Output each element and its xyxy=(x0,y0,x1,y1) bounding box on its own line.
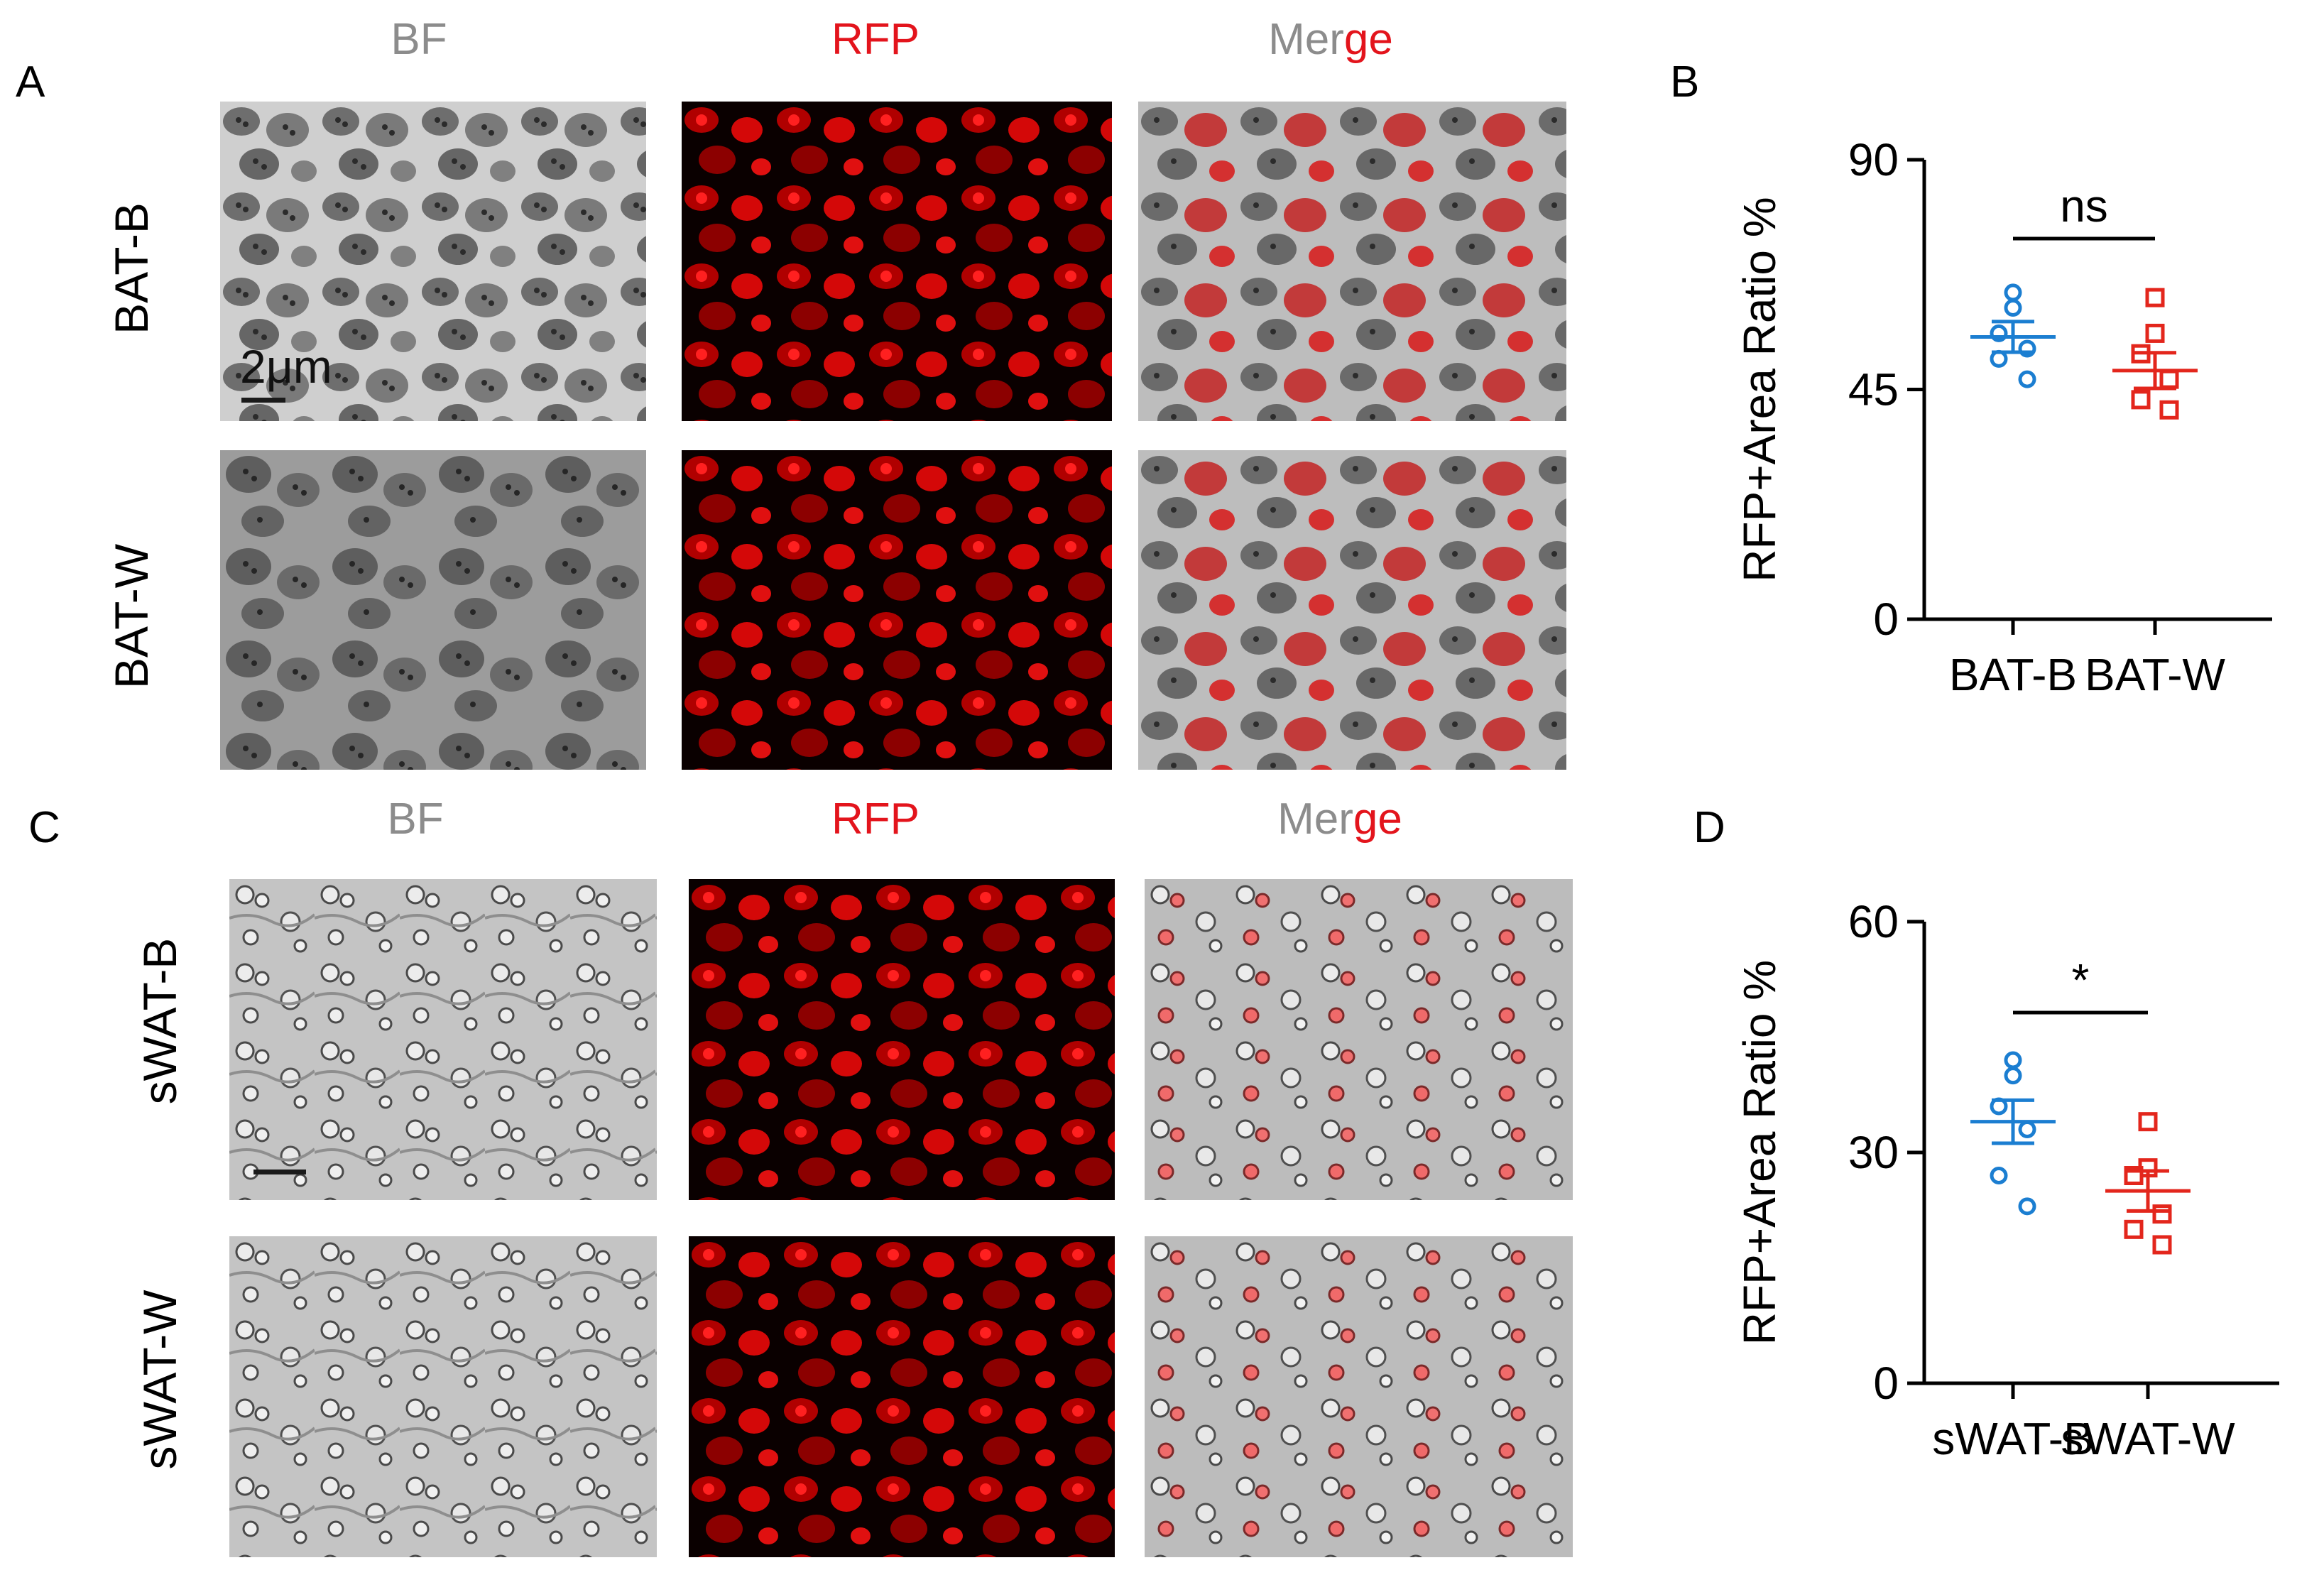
significance-label: * xyxy=(2072,954,2090,1005)
col-title-rfp-c: RFP xyxy=(831,795,920,844)
merge-title-red: ge xyxy=(1343,15,1393,64)
row-label-bat-w: BAT-W xyxy=(105,543,158,689)
micrograph-swat-w-rfp xyxy=(689,1236,1115,1557)
col-title-rfp-a: RFP xyxy=(831,15,920,64)
y-tick-label: 45 xyxy=(1848,364,1899,415)
data-point xyxy=(2004,283,2022,302)
micrograph-swat-b-merge xyxy=(1145,879,1573,1200)
micrograph-bat-w-bf xyxy=(220,450,646,770)
x-tick-label: BAT-B xyxy=(1949,649,2077,700)
y-axis-label: RFP+Area Ratio % xyxy=(1734,197,1785,582)
significance-label: ns xyxy=(2060,180,2108,231)
row-label-bat-b: BAT-B xyxy=(105,202,158,334)
y-tick-label: 30 xyxy=(1848,1127,1899,1178)
micrograph-swat-b-rfp xyxy=(689,879,1115,1200)
data-point xyxy=(2152,1235,2172,1255)
micrograph-bat-b-merge xyxy=(1138,102,1566,421)
merge-title-gray: Mer xyxy=(1277,795,1353,844)
row-label-swat-b: sWAT-B xyxy=(133,937,186,1105)
data-point xyxy=(2004,298,2022,317)
chart-b: RFP+Area Ratio % 0 45 90 BAT-B BAT-W ns xyxy=(1734,134,2272,700)
micrograph-bat-b-bf xyxy=(220,102,646,421)
col-title-bf-a: BF xyxy=(391,15,447,64)
y-tick-label: 0 xyxy=(1873,1358,1899,1409)
col-title-merge-a: Merge xyxy=(1132,14,1529,65)
col-title-merge-c: Merge xyxy=(1141,794,1539,844)
micrograph-bat-w-merge xyxy=(1138,450,1566,770)
data-point xyxy=(1990,1167,2008,1184)
micrograph-bat-b-rfp xyxy=(682,102,1112,421)
row-label-swat-w: sWAT-W xyxy=(133,1290,186,1470)
y-tick-label: 60 xyxy=(1848,896,1899,947)
data-point xyxy=(2138,1112,2158,1132)
micrograph-swat-w-bf xyxy=(229,1236,657,1557)
data-point xyxy=(2018,1197,2036,1216)
scale-bar-label: 2μm xyxy=(240,340,332,393)
y-axis-label: RFP+Area Ratio % xyxy=(1734,960,1785,1345)
merge-title-gray: Mer xyxy=(1268,15,1344,64)
col-title-bf-c: BF xyxy=(387,795,444,844)
y-tick-label: 90 xyxy=(1848,134,1899,185)
micrograph-swat-b-bf xyxy=(229,879,657,1200)
data-point xyxy=(2124,1219,2144,1239)
data-point xyxy=(2159,369,2179,389)
data-point xyxy=(2018,1121,2036,1138)
micrograph-bat-w-rfp xyxy=(682,450,1112,770)
data-point xyxy=(2145,323,2165,343)
x-tick-label: sWAT-W xyxy=(2061,1413,2235,1464)
data-point xyxy=(2145,288,2165,307)
data-point xyxy=(2004,1067,2022,1085)
panel-letter-a: A xyxy=(16,58,45,107)
scale-bar xyxy=(241,398,285,403)
x-tick-label: BAT-W xyxy=(2085,649,2226,700)
y-tick-label: 0 xyxy=(1873,594,1899,645)
merge-title-red: ge xyxy=(1353,795,1402,844)
data-point xyxy=(2152,1204,2172,1224)
x-tick-label: sWAT-B xyxy=(1932,1413,2094,1464)
data-point xyxy=(2018,370,2036,388)
data-point xyxy=(2131,390,2151,410)
panel-letter-c: C xyxy=(28,803,60,852)
data-point xyxy=(2004,1051,2022,1069)
panel-letter-d: D xyxy=(1693,803,1725,852)
scale-bar xyxy=(253,1170,306,1174)
panel-letter-b: B xyxy=(1670,58,1700,107)
micrograph-swat-w-merge xyxy=(1145,1236,1573,1557)
data-point xyxy=(2159,400,2179,420)
